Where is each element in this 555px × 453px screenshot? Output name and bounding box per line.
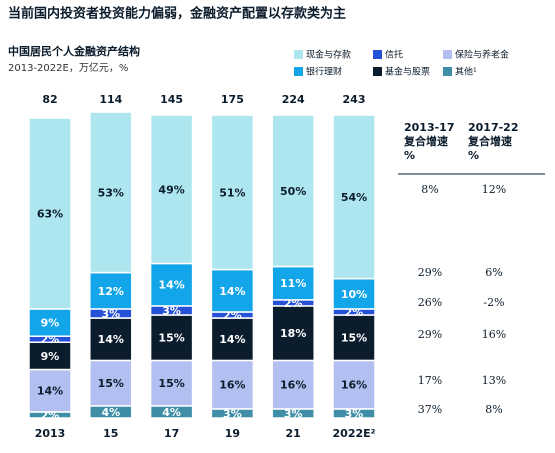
bar-segment bbox=[332, 314, 376, 362]
legend-swatch bbox=[443, 50, 452, 59]
value-label: 53% bbox=[98, 186, 124, 199]
value-label: 11% bbox=[280, 277, 306, 290]
bar-segment bbox=[89, 111, 133, 274]
value-label: 9% bbox=[41, 350, 60, 363]
total-label: 175 bbox=[221, 93, 244, 106]
total-label: 243 bbox=[343, 93, 366, 106]
unit-note: 2013-2022E，万亿元，% bbox=[8, 61, 128, 74]
bar-segment bbox=[332, 114, 376, 280]
table-cell: 13% bbox=[482, 374, 506, 387]
value-label: 14% bbox=[219, 285, 245, 298]
table-header: % bbox=[404, 149, 415, 162]
bar-segment bbox=[89, 317, 133, 362]
table-header: 2013-17 bbox=[404, 121, 455, 134]
value-label: 49% bbox=[158, 183, 184, 196]
bar-segment bbox=[210, 359, 255, 410]
legend-swatch bbox=[373, 50, 382, 59]
legend-swatch bbox=[294, 50, 303, 59]
chart-subtitle: 中国居民个人金融资产结构 bbox=[8, 44, 140, 58]
value-label: 14% bbox=[158, 279, 184, 292]
x-tick-label: 2013 bbox=[35, 427, 66, 440]
total-label: 114 bbox=[99, 93, 122, 106]
table-cell: 26% bbox=[418, 296, 442, 309]
value-label: 9% bbox=[41, 317, 60, 330]
chart-title: 当前国内投资者投资能力偏弱，金融资产配置以存款类为主 bbox=[8, 6, 346, 22]
bar-segment bbox=[271, 114, 315, 268]
legend-label: 其他¹ bbox=[455, 66, 477, 78]
bar-segment bbox=[149, 262, 194, 307]
value-label: 54% bbox=[341, 191, 367, 204]
value-label: 16% bbox=[341, 379, 367, 392]
value-label: 15% bbox=[98, 377, 124, 390]
value-label: 3% bbox=[162, 304, 181, 317]
table-cell: 8% bbox=[485, 403, 502, 416]
legend-label: 银行理财 bbox=[306, 66, 342, 78]
legend-swatch bbox=[373, 67, 382, 76]
legend-label: 信托 bbox=[385, 49, 403, 61]
value-label: 14% bbox=[98, 333, 124, 346]
x-tick-label: 2022E² bbox=[333, 427, 376, 440]
bar-segment bbox=[332, 359, 376, 410]
value-label: 14% bbox=[219, 333, 245, 346]
bar-segment bbox=[149, 114, 194, 265]
value-label: 18% bbox=[280, 327, 306, 340]
bar-segment bbox=[149, 314, 194, 362]
value-label: 10% bbox=[341, 288, 367, 301]
table-cell: 8% bbox=[421, 183, 438, 196]
value-label: 15% bbox=[158, 377, 184, 390]
value-label: 3% bbox=[101, 307, 120, 320]
table-cell: -2% bbox=[483, 296, 504, 309]
x-tick-label: 15 bbox=[103, 427, 118, 440]
value-label: 16% bbox=[280, 379, 306, 392]
table-header: 复合增速 bbox=[403, 134, 448, 148]
bar-segment bbox=[210, 114, 255, 271]
legend-label: 基金与股票 bbox=[385, 66, 430, 78]
bar-segment bbox=[28, 368, 72, 413]
total-label: 145 bbox=[160, 93, 183, 106]
bar-segment bbox=[210, 317, 255, 362]
legend-label: 现金与存款 bbox=[306, 49, 351, 61]
table-cell: 29% bbox=[418, 328, 442, 341]
value-label: 51% bbox=[219, 186, 245, 199]
table-header: 2017-22 bbox=[468, 121, 519, 134]
table-cell: 12% bbox=[482, 183, 506, 196]
value-label: 4% bbox=[162, 406, 181, 419]
value-label: 15% bbox=[341, 332, 367, 345]
legend-swatch bbox=[443, 67, 452, 76]
value-label: 4% bbox=[101, 406, 120, 419]
table-cell: 37% bbox=[418, 403, 442, 416]
bar-segment bbox=[89, 271, 133, 310]
table-header: % bbox=[468, 149, 479, 162]
value-label: 3% bbox=[223, 407, 242, 420]
bar-segment bbox=[271, 265, 315, 301]
x-tick-label: 21 bbox=[286, 427, 301, 440]
table-header: 复合增速 bbox=[467, 134, 512, 148]
table-cell: 6% bbox=[485, 266, 502, 279]
value-label: 50% bbox=[280, 185, 306, 198]
value-label: 3% bbox=[345, 407, 364, 420]
bar-segment bbox=[89, 359, 133, 407]
table-cell: 17% bbox=[418, 374, 442, 387]
bar-segment bbox=[332, 277, 376, 310]
bar-segment bbox=[271, 359, 315, 410]
bar-segment bbox=[28, 117, 72, 310]
legend-label: 保险与养老金 bbox=[455, 49, 509, 61]
value-label: 14% bbox=[37, 385, 63, 398]
legend-swatch bbox=[294, 67, 303, 76]
table-cell: 29% bbox=[418, 266, 442, 279]
total-label: 82 bbox=[42, 93, 57, 106]
x-tick-label: 19 bbox=[225, 427, 240, 440]
x-tick-label: 17 bbox=[164, 427, 179, 440]
bar-segment bbox=[210, 268, 255, 313]
value-label: 63% bbox=[37, 207, 63, 220]
value-label: 3% bbox=[284, 407, 303, 420]
total-label: 224 bbox=[282, 93, 305, 106]
value-label: 12% bbox=[98, 285, 124, 298]
value-label: 16% bbox=[219, 379, 245, 392]
value-label: 15% bbox=[158, 332, 184, 345]
table-cell: 16% bbox=[482, 328, 506, 341]
bar-segment bbox=[271, 305, 315, 362]
